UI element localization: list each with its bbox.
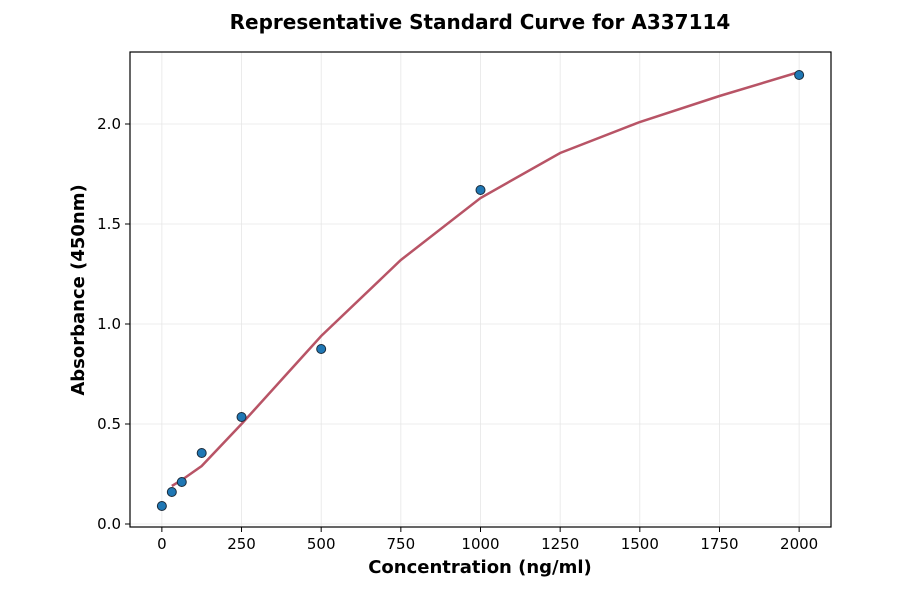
x-tick-label: 500: [307, 535, 336, 553]
x-tick-label: 1000: [461, 535, 499, 553]
x-tick-label: 2000: [780, 535, 818, 553]
x-tick-label: 250: [227, 535, 256, 553]
data-point: [196, 448, 207, 458]
y-tick-label: 1.0: [97, 315, 121, 333]
data-point: [794, 70, 805, 80]
data-point: [475, 185, 486, 195]
y-tick-label: 1.5: [97, 215, 121, 233]
x-tick-label: 750: [387, 535, 416, 553]
x-tick-label: 1750: [700, 535, 738, 553]
data-point: [166, 487, 177, 497]
plot-frame: [129, 51, 832, 528]
x-tick-label: 1500: [621, 535, 659, 553]
fit-curve: [171, 70, 800, 488]
y-tick-label: 0.5: [97, 415, 121, 433]
chart-title: Representative Standard Curve for A33711…: [230, 10, 731, 34]
data-point: [316, 344, 327, 354]
x-tick-label: 0: [157, 535, 167, 553]
data-point: [156, 501, 167, 511]
x-tick-label: 1250: [541, 535, 579, 553]
x-axis-label: Concentration (ng/ml): [368, 557, 592, 578]
y-tick-label: 0.0: [97, 515, 121, 533]
y-axis-label: Absorbance (450nm): [68, 184, 89, 395]
data-point: [176, 477, 187, 487]
data-point: [236, 412, 247, 422]
y-tick-label: 2.0: [97, 115, 121, 133]
